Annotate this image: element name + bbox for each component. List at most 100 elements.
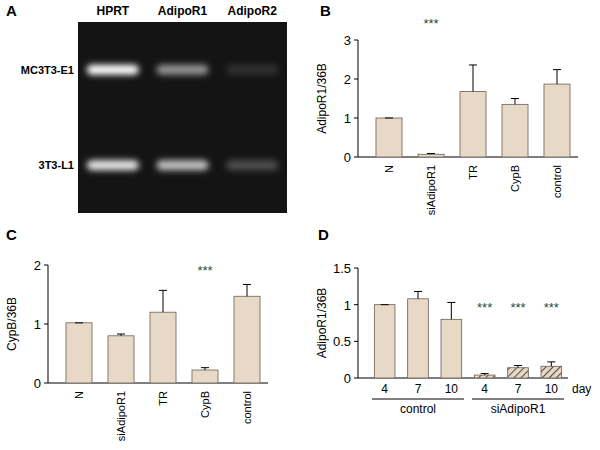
- y-tick-label: 0: [344, 150, 351, 165]
- error-cap: [481, 373, 489, 374]
- bar: [66, 323, 92, 383]
- error-stem: [473, 65, 474, 92]
- gel-background: [78, 22, 287, 213]
- plot-area: [374, 291, 561, 378]
- figure-svg: AHPRTAdipoR1AdipoR2MC3T3-E13T3-L1B0123Ad…: [0, 0, 600, 450]
- x-tick-label: CypB: [509, 165, 521, 192]
- x-tick-label: CypB: [199, 391, 211, 418]
- y-tick: [44, 383, 48, 384]
- error-cap: [414, 291, 422, 292]
- error-cap: [159, 290, 167, 291]
- bar: [541, 366, 562, 378]
- group-label: siAdipoR1: [491, 402, 546, 416]
- y-tick-label: 2: [344, 72, 351, 87]
- y-tick: [44, 265, 48, 266]
- row-label: MC3T3-E1: [21, 64, 74, 76]
- lane-label: AdipoR1: [158, 4, 208, 18]
- bar: [441, 319, 462, 378]
- group-label: control: [400, 402, 436, 416]
- error-bar: [469, 65, 477, 92]
- y-tick: [354, 304, 358, 305]
- bar: [408, 299, 429, 378]
- error-cap: [243, 284, 251, 285]
- error-stem: [451, 302, 452, 319]
- bar: [192, 370, 218, 383]
- error-bar: [159, 290, 167, 312]
- bar: [502, 104, 528, 157]
- y-tick-label: 1: [344, 298, 351, 313]
- error-cap: [75, 322, 83, 323]
- panel-label: B: [320, 2, 331, 19]
- error-bar: [75, 322, 83, 323]
- chart-bar: D00.511.5AdipoR1/36B47104710controlsiAdi…: [315, 226, 591, 416]
- y-axis: [358, 40, 359, 157]
- x-tick-label: N: [383, 165, 395, 173]
- bar: [376, 118, 402, 157]
- panel-label: C: [6, 226, 17, 243]
- group-bracket: [372, 399, 464, 400]
- error-bar: [447, 302, 455, 319]
- plot-area: [376, 65, 570, 157]
- error-cap: [511, 98, 519, 99]
- error-cap: [514, 365, 522, 366]
- error-bar: [553, 70, 561, 84]
- bar: [508, 368, 529, 378]
- x-tick-label: TR: [157, 391, 169, 406]
- error-stem: [418, 291, 419, 298]
- x-tick-label: 10: [545, 382, 559, 396]
- y-tick-label: 2: [34, 258, 41, 273]
- bar: [474, 375, 495, 378]
- error-cap: [427, 153, 435, 154]
- error-cap: [381, 304, 389, 305]
- y-tick: [44, 324, 48, 325]
- y-tick-label: 1: [34, 317, 41, 332]
- error-cap: [447, 302, 455, 303]
- x-tick-label: 4: [481, 382, 488, 396]
- error-cap: [553, 69, 561, 70]
- error-bar: [514, 366, 522, 368]
- gel-band: [87, 160, 139, 170]
- y-tick: [354, 341, 358, 342]
- y-tick-label: 0: [34, 376, 41, 391]
- lane-label: AdipoR2: [227, 4, 277, 18]
- panel-label: D: [318, 226, 329, 243]
- figure: AHPRTAdipoR1AdipoR2MC3T3-E13T3-L1B0123Ad…: [0, 0, 600, 450]
- y-tick: [354, 378, 358, 379]
- bar: [234, 296, 260, 383]
- x-tick-label: TR: [467, 165, 479, 180]
- error-bar: [381, 304, 389, 305]
- error-cap: [547, 361, 555, 362]
- y-tick: [354, 40, 358, 41]
- bar: [374, 305, 395, 378]
- plot-area: [66, 284, 260, 383]
- y-axis-label: CypB/36B: [5, 297, 19, 351]
- x-tick-label: control: [551, 165, 563, 198]
- x-tick-label: siAdipoR1: [115, 391, 127, 441]
- error-stem: [557, 70, 558, 84]
- error-cap: [385, 118, 393, 119]
- error-cap: [469, 64, 477, 65]
- y-tick-label: 0: [344, 371, 351, 386]
- x-tick-label: control: [241, 391, 253, 424]
- x-tick-label: 7: [515, 382, 522, 396]
- gel-band: [226, 65, 278, 75]
- y-tick-label: 1.5: [333, 261, 351, 276]
- significance: ***: [510, 300, 525, 315]
- bar: [108, 336, 134, 383]
- lane-label: HPRT: [96, 4, 129, 18]
- panel-label: A: [6, 2, 17, 19]
- error-bar: [547, 362, 555, 366]
- error-bar: [481, 374, 489, 375]
- y-axis: [358, 268, 359, 378]
- x-tick-label: 4: [381, 382, 388, 396]
- bar: [418, 154, 444, 157]
- bar: [150, 312, 176, 383]
- bar: [460, 91, 486, 157]
- error-bar: [117, 334, 125, 336]
- error-stem: [551, 362, 552, 366]
- y-axis-label: AdipoR1/36B: [315, 63, 329, 134]
- significance: ***: [197, 263, 212, 278]
- group-bracket: [472, 399, 564, 400]
- y-tick: [354, 157, 358, 158]
- error-stem: [163, 290, 164, 312]
